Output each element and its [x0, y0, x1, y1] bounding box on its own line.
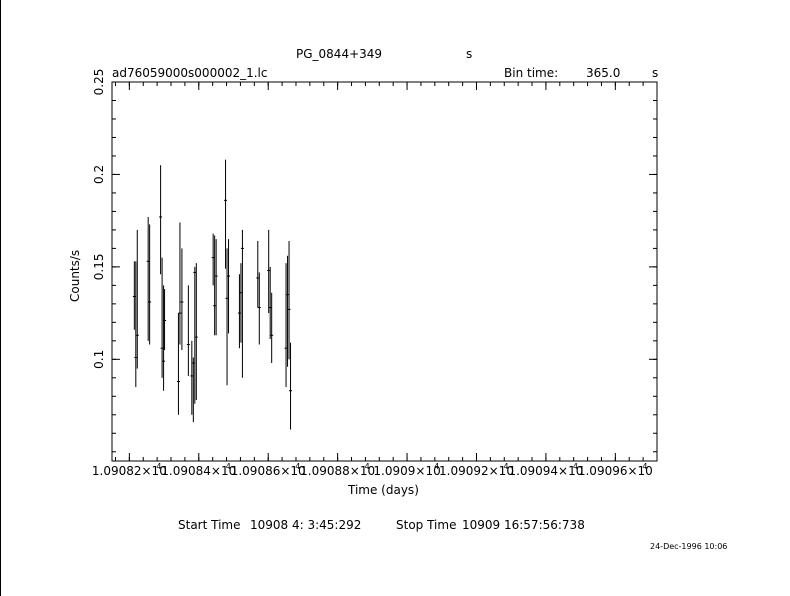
x-tick-label: 1.09086×10 [231, 464, 306, 478]
window-left-border [0, 0, 1, 596]
x-tick-exponent: 4 [503, 462, 508, 471]
x-tick-label: 1.09092×10 [439, 464, 514, 478]
x-tick-label: 1.09082×10 [92, 464, 167, 478]
plot-frame [111, 81, 658, 462]
stop-time-label: Stop Time [396, 518, 457, 532]
x-tick-exponent: 4 [642, 462, 647, 471]
x-tick-exponent: 4 [365, 462, 370, 471]
stop-time-value: 10909 16:57:56:738 [462, 518, 585, 532]
x-tick-exponent: 4 [434, 462, 439, 471]
y-tick-label: 0.1 [92, 350, 106, 369]
start-time-label: Start Time [178, 518, 241, 532]
x-tick-label: 1.09084×10 [161, 464, 236, 478]
file-name: ad76059000s000002_1.lc [112, 66, 268, 80]
x-tick-label: 1.09096×10 [578, 464, 653, 478]
x-tick-exponent: 4 [295, 462, 300, 471]
bin-time-label: Bin time: [504, 66, 559, 80]
y-tick-label: 0.25 [92, 69, 106, 96]
bin-time-unit: s [652, 66, 659, 80]
x-axis-label: Time (days) [348, 483, 419, 497]
y-tick-label: 0.2 [92, 165, 106, 184]
object-name: PG_0844+349 [296, 47, 383, 61]
start-time-value: 10908 4: 3:45:292 [250, 518, 362, 532]
x-tick-exponent: 4 [573, 462, 578, 471]
x-tick-label: 1.09088×10 [300, 464, 375, 478]
x-tick-exponent: 4 [156, 462, 161, 471]
bin-time-value: 365.0 [586, 66, 621, 80]
y-tick-label: 0.15 [92, 254, 106, 281]
date-stamp: 24-Dec-1996 10:06 [650, 542, 728, 551]
x-tick-label: 1.0909×10 [373, 464, 440, 478]
object-unit: s [466, 47, 473, 61]
x-tick-exponent: 4 [226, 462, 231, 471]
x-tick-label: 1.09094×10 [508, 464, 583, 478]
